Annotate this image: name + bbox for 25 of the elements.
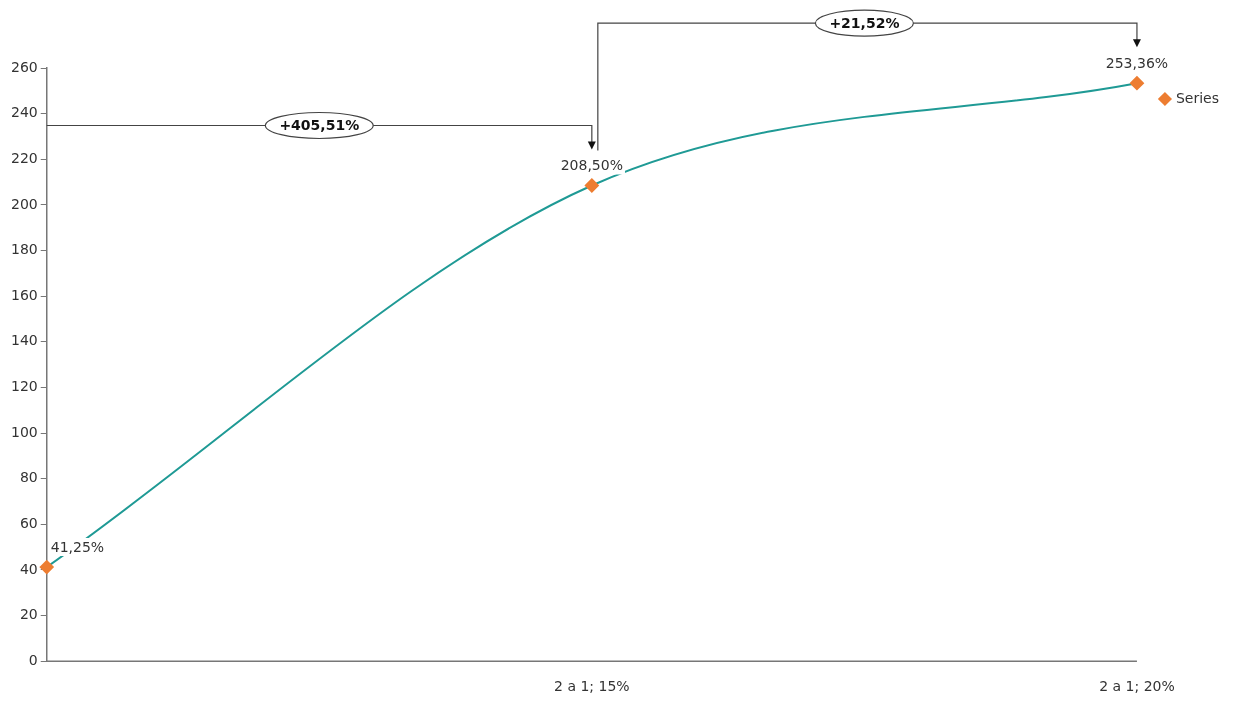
y-tick-label: 200 [10, 195, 38, 212]
point [39, 560, 54, 575]
data-label: 41,25% [50, 538, 105, 555]
point [1129, 76, 1144, 91]
y-tick-label: 60 [19, 514, 38, 531]
y-tick-label: 240 [10, 104, 38, 121]
legend-label: Series [1175, 89, 1220, 106]
y-tick-label: 0 [28, 651, 38, 668]
y-tick-label: 80 [19, 469, 38, 486]
x-tick-label: 2 a 1; 15% [554, 678, 630, 695]
y-tick-label: 160 [10, 286, 38, 303]
y-tick-label: 100 [10, 423, 38, 440]
y-tick-label: 220 [10, 149, 38, 166]
data-label: 208,50% [560, 157, 623, 174]
point [584, 178, 599, 193]
y-tick-label: 120 [10, 378, 38, 395]
y-tick-label: 260 [10, 58, 38, 75]
y-tick-label: 20 [19, 606, 38, 623]
x-tick-label: 2 a 1; 20% [1099, 678, 1175, 695]
y-tick-label: 40 [19, 560, 38, 577]
data-label: 253,36% [1105, 54, 1169, 71]
y-tick-label: 180 [10, 241, 38, 258]
annotation: +405,51% [279, 117, 360, 134]
y-tick-label: 140 [10, 332, 38, 349]
text: +21,52% [829, 14, 900, 31]
